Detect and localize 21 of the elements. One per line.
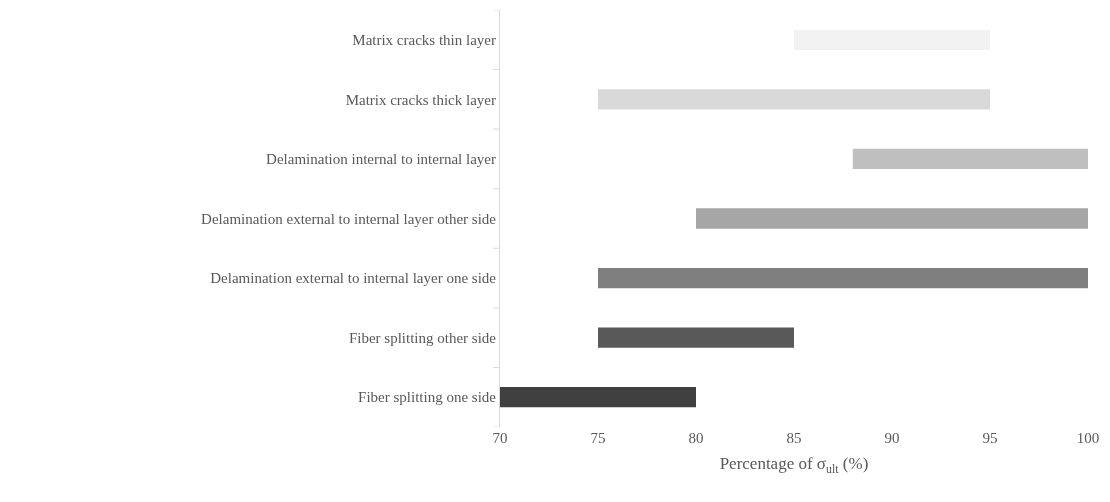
bar [696, 208, 1088, 229]
x-tick-label: 80 [688, 430, 704, 446]
x-tick-label: 85 [786, 430, 802, 446]
x-tick-label: 70 [492, 430, 508, 446]
y-tick-label: Matrix cracks thick layer [345, 91, 496, 108]
x-tick-label: 90 [884, 430, 900, 446]
y-tick-label: Delamination internal to internal layer [266, 151, 496, 168]
x-tick-label: 100 [1076, 430, 1100, 446]
x-axis-title: Percentage of σ$_{ult}$ (%) [719, 454, 869, 476]
y-tick-label: Delamination external to internal layer other side [201, 210, 497, 227]
x-tick-label: 75 [590, 430, 606, 446]
y-tick-label: Delamination external to internal layer one side [210, 270, 497, 287]
y-tick-label: Matrix cracks thin layer [352, 32, 496, 49]
y-tick-label: Fiber splitting other side [348, 329, 497, 346]
bar [598, 89, 990, 110]
x-tick-label: 95 [982, 430, 998, 446]
bar [598, 327, 794, 348]
bar [852, 148, 1088, 170]
bar [500, 387, 696, 408]
bar [598, 267, 1088, 289]
y-tick-label: Fiber splitting one side [358, 389, 497, 406]
